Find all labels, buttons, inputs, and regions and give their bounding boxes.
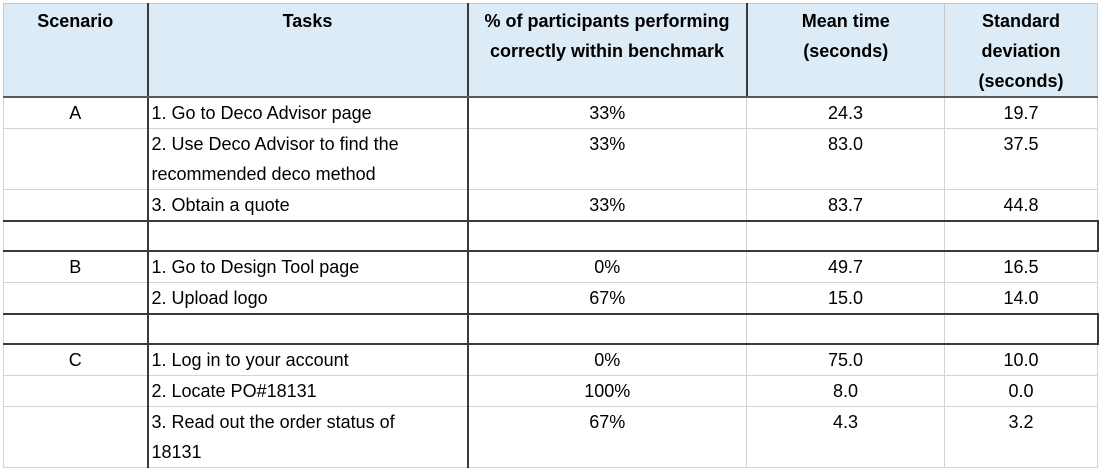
header-sd-line3: (seconds) xyxy=(978,71,1064,91)
task-cell: 1. Go to Deco Advisor page xyxy=(146,96,469,129)
header-mean-line1: Mean time xyxy=(801,11,890,31)
task-cell: 1. Log in to your account xyxy=(146,343,469,376)
header-percent-line1: % of participants performing xyxy=(484,11,730,31)
scenario-cell-empty xyxy=(3,282,148,315)
percent-cell: 0% xyxy=(467,250,747,283)
sd-cell: 10.0 xyxy=(944,343,1098,376)
mean-cell: 83.0 xyxy=(746,128,945,190)
percent-cell: 100% xyxy=(467,375,747,407)
table-row: 3. Obtain a quote 33% 83.7 44.8 xyxy=(3,189,1098,222)
percent-cell: 67% xyxy=(467,406,747,468)
sd-cell: 14.0 xyxy=(944,282,1098,315)
percent-cell: 33% xyxy=(467,96,747,129)
scenario-cell: A xyxy=(3,96,148,129)
sd-cell: 3.2 xyxy=(944,406,1098,468)
sd-cell: 44.8 xyxy=(944,189,1098,222)
separator-cell xyxy=(466,220,747,252)
usability-results-table: Scenario Tasks % of participants perform… xyxy=(3,3,1099,468)
header-mean-line2: (seconds) xyxy=(803,41,889,61)
sd-cell: 0.0 xyxy=(944,375,1098,407)
table-row: B 1. Go to Design Tool page 0% 49.7 16.5 xyxy=(3,250,1098,283)
table-row: 2. Use Deco Advisor to find the recommen… xyxy=(3,128,1098,190)
scenario-cell-empty xyxy=(3,375,148,407)
scenario-cell-empty xyxy=(3,189,148,222)
header-mean-time: Mean time (seconds) xyxy=(746,3,945,98)
percent-cell: 0% xyxy=(467,343,747,376)
scenario-cell: B xyxy=(3,250,148,283)
task-line1: 2. Use Deco Advisor to find the xyxy=(151,134,399,154)
separator-cell xyxy=(944,220,1099,252)
separator-cell xyxy=(944,313,1099,345)
table-row: 3. Read out the order status of 18131 67… xyxy=(3,406,1098,468)
percent-cell: 67% xyxy=(467,282,747,315)
scenario-cell-empty xyxy=(3,406,148,468)
header-row: Scenario Tasks % of participants perform… xyxy=(3,3,1098,98)
separator-cell xyxy=(3,313,148,345)
header-sd-line1: Standard xyxy=(981,11,1060,31)
header-percent-correct: % of participants performing correctly w… xyxy=(467,3,748,98)
separator-cell xyxy=(146,313,468,345)
header-sd-line2: deviation xyxy=(981,41,1061,61)
header-standard-deviation: Standard deviation (seconds) xyxy=(944,3,1098,98)
table-row: C 1. Log in to your account 0% 75.0 10.0 xyxy=(3,343,1098,376)
task-cell: 2. Use Deco Advisor to find the recommen… xyxy=(146,128,469,190)
header-percent-line2: correctly within benchmark xyxy=(489,41,725,61)
percent-cell: 33% xyxy=(467,128,747,190)
task-cell: 3. Read out the order status of 18131 xyxy=(146,406,469,468)
separator-cell xyxy=(746,220,945,252)
mean-cell: 8.0 xyxy=(746,375,945,407)
task-cell: 1. Go to Design Tool page xyxy=(146,250,469,283)
results-table-container: Scenario Tasks % of participants perform… xyxy=(3,3,1099,468)
mean-cell: 24.3 xyxy=(746,96,945,129)
mean-cell: 75.0 xyxy=(746,343,945,376)
table-row: 2. Upload logo 67% 15.0 14.0 xyxy=(3,282,1098,315)
separator-cell xyxy=(466,313,747,345)
task-cell: 3. Obtain a quote xyxy=(146,189,469,222)
table-row: 2. Locate PO#18131 100% 8.0 0.0 xyxy=(3,375,1098,407)
percent-cell: 33% xyxy=(467,189,747,222)
header-scenario: Scenario xyxy=(3,3,148,98)
task-line2: 18131 xyxy=(151,442,202,462)
table-row: A 1. Go to Deco Advisor page 33% 24.3 19… xyxy=(3,96,1098,129)
mean-cell: 4.3 xyxy=(746,406,945,468)
scenario-cell-empty xyxy=(3,128,148,190)
separator-row xyxy=(3,313,1099,345)
scenario-cell: C xyxy=(3,343,148,376)
separator-cell xyxy=(746,313,945,345)
task-cell: 2. Upload logo xyxy=(146,282,469,315)
task-cell: 2. Locate PO#18131 xyxy=(146,375,469,407)
task-line1: 3. Read out the order status of xyxy=(151,412,395,432)
separator-cell xyxy=(146,220,468,252)
mean-cell: 49.7 xyxy=(746,250,945,283)
sd-cell: 37.5 xyxy=(944,128,1098,190)
separator-cell xyxy=(3,220,148,252)
mean-cell: 15.0 xyxy=(746,282,945,315)
separator-row xyxy=(3,220,1099,252)
task-line2: recommended deco method xyxy=(151,164,376,184)
header-tasks: Tasks xyxy=(146,3,469,98)
sd-cell: 19.7 xyxy=(944,96,1098,129)
sd-cell: 16.5 xyxy=(944,250,1098,283)
mean-cell: 83.7 xyxy=(746,189,945,222)
